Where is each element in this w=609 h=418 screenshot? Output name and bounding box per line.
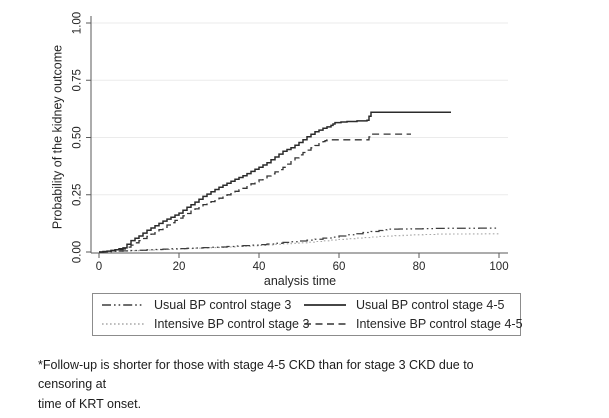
footnote-line-1: *Follow-up is shorter for those with sta… [38, 358, 474, 392]
y-tick-label: 0.00 [72, 241, 84, 263]
x-tick-label: 80 [413, 261, 426, 273]
legend-entry-usual-stage-3: Usual BP control stage 3 [101, 298, 303, 312]
y-tick-label: 0.25 [72, 184, 84, 206]
x-tick-label: 100 [489, 261, 508, 273]
y-tick-label: 1.00 [72, 12, 84, 34]
x-tick-label: 40 [253, 261, 266, 273]
legend-label-intensive-stage-4-5: Intensive BP control stage 4-5 [356, 316, 523, 331]
y-tick-label: 0.75 [72, 69, 84, 91]
legend-label-usual-stage-4-5: Usual BP control stage 4-5 [356, 298, 505, 313]
y-tick-label: 0.50 [72, 126, 84, 148]
footnote-line-2: time of KRT onset. [38, 396, 142, 411]
figure-footnote: *Follow-up is shorter for those with sta… [38, 356, 518, 414]
series-curves [99, 111, 500, 253]
legend-entry-intensive-stage-4-5: Intensive BP control stage 4-5 [303, 317, 523, 331]
legend: Usual BP control stage 3 Usual BP contro… [92, 293, 523, 336]
series-line-usual-bp-control-stage-4-5 [99, 111, 451, 253]
legend-entry-usual-stage-4-5: Usual BP control stage 4-5 [303, 298, 523, 312]
usual-stage-3-line-sample-icon [102, 304, 144, 307]
usual-stage-4-5-line-sample-icon [304, 304, 346, 307]
x-axis-ticks: 0 20 40 60 80 100 [96, 253, 509, 273]
y-axis-title: Probability of the kidney outcome [50, 45, 64, 229]
legend-label-usual-stage-3: Usual BP control stage 3 [154, 298, 292, 313]
legend-entry-intensive-stage-3: Intensive BP control stage 3 [101, 317, 309, 331]
series-line-usual-bp-control-stage-3 [99, 227, 500, 253]
km-plot: 0.00 0.25 0.50 0.75 1.00 0 20 40 60 80 100 Probab… [50, 12, 509, 288]
x-tick-label: 0 [96, 261, 102, 273]
legend-label-intensive-stage-3: Intensive BP control stage 3 [154, 316, 310, 331]
intensive-stage-3-line-sample-icon [102, 323, 144, 325]
x-tick-label: 60 [333, 261, 346, 273]
intensive-stage-4-5-line-sample-icon [304, 322, 346, 325]
y-axis-ticks: 0.00 0.25 0.50 0.75 1.00 [72, 12, 91, 263]
x-axis-title: analysis time [264, 274, 336, 288]
gridlines [91, 22, 508, 196]
series-line-intensive-bp-control-stage-3 [99, 233, 500, 253]
x-tick-label: 20 [173, 261, 186, 273]
series-line-intensive-bp-control-stage-4-5 [99, 133, 411, 253]
